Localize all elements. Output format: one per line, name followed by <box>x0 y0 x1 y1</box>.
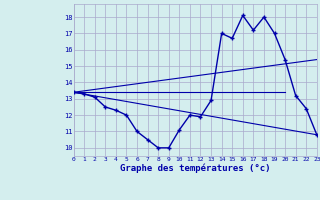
X-axis label: Graphe des températures (°c): Graphe des températures (°c) <box>120 163 270 173</box>
